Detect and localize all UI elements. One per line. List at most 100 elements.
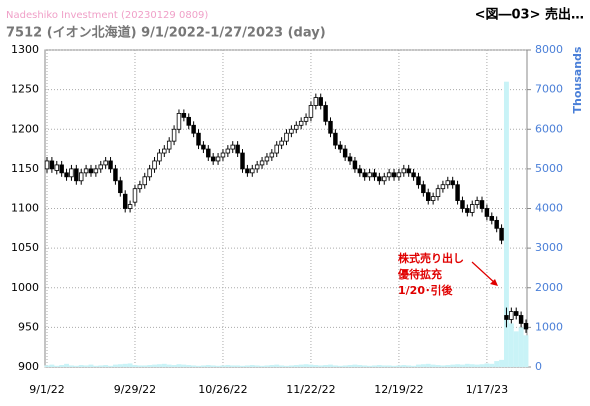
annotation: 株式売り出し: [398, 251, 464, 265]
candle-body: [494, 219, 499, 229]
candle-body: [152, 160, 157, 170]
volume-bar: [479, 364, 485, 367]
volume-bar: [132, 365, 138, 367]
candle-body: [313, 97, 319, 106]
candle-body: [83, 168, 89, 174]
source: Nadeshiko Investment (20230129 0809): [6, 10, 208, 21]
volume-bar: [499, 359, 505, 367]
y2-tick-label: 0: [535, 360, 542, 373]
volume-bar: [181, 364, 187, 367]
volume-bar: [200, 365, 206, 367]
candle-body: [49, 160, 55, 170]
candle-body: [382, 176, 387, 182]
candle-body: [122, 193, 128, 209]
annotation: 1/20･引後: [398, 283, 453, 297]
volume-bar: [166, 364, 172, 367]
volume-bar: [225, 365, 231, 367]
y2-tick-label: 8000: [535, 43, 563, 56]
volume-bar: [386, 365, 392, 367]
volume-bar: [191, 365, 197, 367]
candle-body: [294, 124, 299, 130]
volume-bar: [411, 365, 417, 367]
volume-bar: [376, 365, 382, 367]
volume-bar: [416, 364, 421, 367]
chart-title: 7512 (イオン北海道) 9/1/2022-1/27/2023 (day): [6, 25, 326, 41]
volume-bar: [367, 365, 373, 367]
candle-body: [103, 160, 108, 166]
volume-bar: [332, 365, 338, 367]
y-tick-label: 1050: [11, 241, 39, 254]
candle-body: [64, 172, 69, 178]
volume-bar: [220, 365, 226, 367]
volume-bar: [425, 363, 431, 367]
candle-body: [474, 200, 480, 205]
volume-bar: [474, 364, 480, 367]
volume-bar: [352, 364, 358, 367]
annotation-arrow: [471, 261, 498, 286]
volume-bar: [205, 365, 211, 367]
volume-bar: [518, 327, 524, 367]
y2-tick-label: 3000: [535, 241, 563, 254]
candle-body: [484, 208, 490, 217]
volume-bar: [259, 365, 265, 367]
volume-bar: [64, 363, 69, 367]
candle-body: [357, 168, 363, 174]
y2-tick-label: 1000: [535, 320, 563, 333]
volume-bar: [254, 365, 260, 367]
volume-bar: [460, 364, 465, 367]
candle-body: [445, 180, 451, 186]
y2-tick-label: 2000: [535, 281, 563, 294]
volume-bar: [288, 365, 294, 367]
candle-body: [166, 140, 172, 150]
volume-bar: [298, 364, 304, 367]
candle-body: [69, 168, 74, 178]
candle-body: [176, 113, 182, 130]
volume-bar: [103, 365, 109, 367]
y2-axis-title: Thousands: [571, 46, 584, 113]
volume-bar: [401, 365, 407, 367]
volume-bar: [445, 365, 451, 367]
candle-body: [269, 152, 275, 158]
candle-body: [274, 144, 279, 154]
volume-bar: [323, 365, 329, 367]
volume-bar: [196, 365, 201, 367]
volume-bar: [269, 365, 275, 367]
candle-body: [401, 168, 407, 174]
volume-bar: [489, 363, 495, 367]
volume-bar: [93, 365, 99, 367]
candle-body: [430, 196, 436, 201]
candle-body: [513, 311, 519, 316]
volume-bar: [161, 363, 167, 367]
candle-body: [181, 113, 187, 118]
candle-body: [367, 172, 372, 178]
candle-body: [318, 97, 323, 106]
candle-body: [303, 116, 309, 122]
volume-bar: [313, 365, 319, 367]
candle-body: [416, 176, 421, 186]
volume-bar: [337, 365, 343, 367]
candle-body: [523, 323, 529, 330]
candle-body: [59, 164, 64, 174]
candle-body: [352, 160, 358, 170]
volume-bar: [284, 365, 289, 367]
volume-bar: [420, 364, 426, 367]
volume-bar: [127, 363, 133, 367]
volume-bar: [494, 361, 500, 367]
volume-bar: [391, 365, 397, 367]
candle-body: [235, 144, 240, 154]
y-tick-label: 950: [18, 320, 39, 333]
candle-body: [225, 148, 231, 154]
volume-bar: [318, 365, 324, 367]
candle-body: [377, 176, 382, 182]
x-tick-label: 9/29/22: [114, 383, 156, 396]
volume-bar: [523, 335, 529, 367]
volume-bar: [176, 364, 182, 367]
volume-bar: [357, 365, 363, 367]
volume-bar: [513, 331, 519, 367]
y-tick-label: 1300: [11, 43, 39, 56]
volume-bar: [464, 363, 470, 367]
candle-body: [108, 160, 113, 170]
volume-bar: [215, 365, 221, 367]
volume-bar: [469, 364, 475, 367]
volume-bar: [230, 365, 236, 367]
